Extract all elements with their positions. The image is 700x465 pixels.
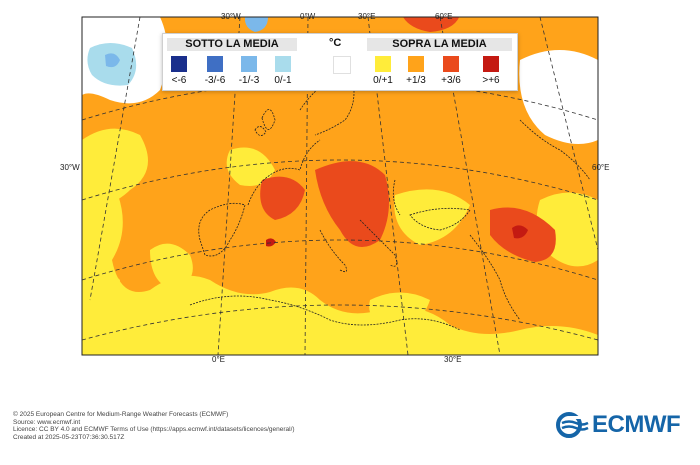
- axis-label-left: 30°W: [60, 163, 80, 172]
- ecmwf-logo-icon: [556, 412, 590, 438]
- white-zone-northeast: [519, 50, 598, 144]
- ecmwf-logo: ECMWF: [556, 411, 681, 439]
- footer-line: Licence: CC BY 4.0 and ECMWF Terms of Us…: [13, 426, 295, 434]
- axis-label-top-4: 60°E: [435, 12, 453, 21]
- legend-swatch: [275, 56, 291, 72]
- yellow-zone-iberia: [150, 243, 193, 290]
- legend-swatch: [171, 56, 187, 72]
- yellow-zone-atlantic: [82, 128, 148, 206]
- legend-below-title: SOTTO LA MEDIA: [167, 38, 297, 51]
- ecmwf-logo-text: ECMWF: [592, 411, 681, 438]
- axis-label-top-3: 30°E: [358, 12, 376, 21]
- yellow-zone-blacksea: [394, 189, 470, 245]
- footer-line: © 2025 European Centre for Medium-Range …: [13, 411, 229, 418]
- footer-line: Source: www.ecmwf.int: [13, 418, 81, 426]
- axis-label-right: 60°E: [592, 163, 610, 172]
- legend-label: 0/+1: [373, 75, 393, 86]
- legend-label: >+6: [482, 75, 500, 86]
- coastlines: [189, 69, 591, 331]
- red-hotspot-north: [403, 17, 460, 32]
- axis-label-top-2: 0°W: [300, 12, 316, 21]
- legend-label: <-6: [171, 75, 187, 86]
- legend-swatch: [241, 56, 257, 72]
- legend-above-title: SOPRA LA MEDIA: [367, 38, 512, 51]
- legend-label: +1/3: [406, 75, 426, 86]
- dark-red-spot: [512, 225, 528, 239]
- legend-label: -1/-3: [238, 75, 260, 86]
- axis-label-bottom-1: 0°E: [212, 355, 225, 364]
- legend-swatch: [443, 56, 459, 72]
- legend-label: 0/-1: [274, 75, 292, 86]
- blue-patch-north: [244, 17, 268, 32]
- legend-swatch: [483, 56, 499, 72]
- dark-red-spot-2: [266, 238, 276, 247]
- axis-label-top-1: 30°W: [221, 12, 241, 21]
- legend-swatch: [207, 56, 223, 72]
- yellow-zone-south: [82, 188, 598, 355]
- yellow-zone-libya: [369, 292, 430, 330]
- legend-swatch: [375, 56, 391, 72]
- red-hotspot-central-europe: [315, 161, 389, 248]
- legend-label: +3/6: [441, 75, 461, 86]
- copyright-footer: © 2025 European Centre for Medium-Range …: [13, 411, 295, 441]
- yellow-zone-west-africa: [82, 266, 120, 340]
- legend-label: -3/-6: [204, 75, 226, 86]
- legend-swatch: [408, 56, 424, 72]
- footer-line: Created at 2025-05-23T07:36:30.517Z: [13, 433, 125, 441]
- red-hotspot-france: [260, 176, 305, 220]
- yellow-zone-france: [226, 147, 275, 186]
- map-frame: [81, 16, 599, 356]
- blue-patch: [105, 53, 120, 68]
- legend-unit: °C: [329, 37, 342, 49]
- legend-swatch: [333, 56, 351, 74]
- color-legend: SOTTO LA MEDIA °C SOPRA LA MEDIA <-6 -3/-…: [162, 33, 518, 91]
- axis-label-bottom-2: 30°E: [444, 355, 462, 364]
